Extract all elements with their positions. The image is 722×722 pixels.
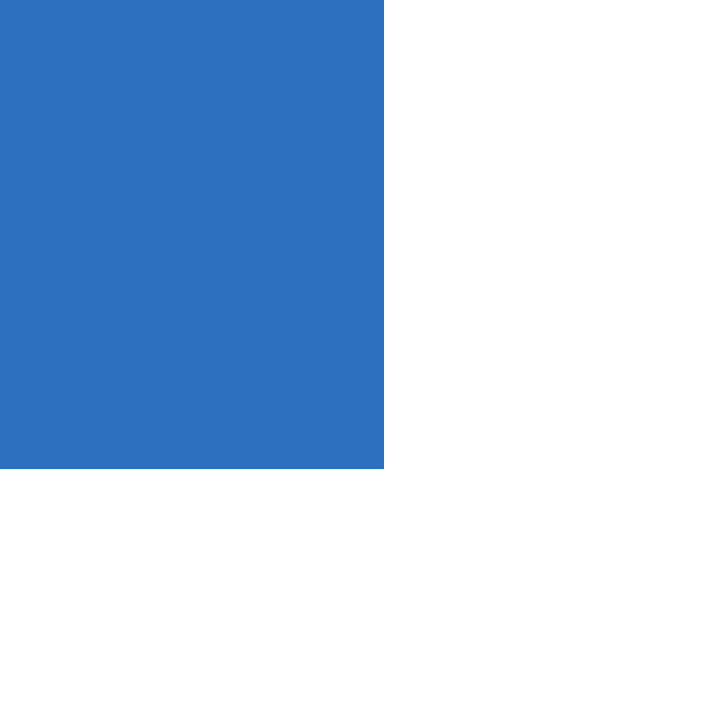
blue-rectangle bbox=[0, 0, 384, 469]
right-margin bbox=[384, 0, 722, 469]
bottom-margin bbox=[0, 469, 722, 722]
